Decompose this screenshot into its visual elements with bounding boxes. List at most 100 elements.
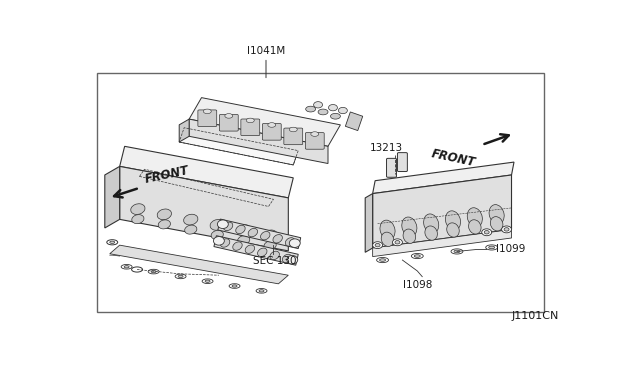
- Text: FRONT: FRONT: [430, 147, 477, 169]
- Ellipse shape: [259, 290, 264, 292]
- Ellipse shape: [328, 105, 337, 111]
- Circle shape: [225, 113, 233, 118]
- Circle shape: [246, 118, 254, 123]
- Polygon shape: [218, 219, 301, 248]
- FancyBboxPatch shape: [284, 128, 303, 145]
- Ellipse shape: [282, 254, 292, 263]
- Ellipse shape: [339, 108, 348, 114]
- Ellipse shape: [107, 240, 118, 245]
- Ellipse shape: [132, 215, 144, 224]
- Text: FRONT: FRONT: [143, 164, 190, 186]
- Ellipse shape: [131, 204, 145, 215]
- Ellipse shape: [502, 226, 511, 233]
- Circle shape: [268, 123, 276, 127]
- Ellipse shape: [151, 270, 156, 273]
- FancyBboxPatch shape: [198, 110, 217, 126]
- Ellipse shape: [237, 225, 251, 235]
- Bar: [97, 73, 544, 312]
- Polygon shape: [189, 119, 328, 164]
- FancyBboxPatch shape: [397, 153, 408, 171]
- Ellipse shape: [211, 230, 223, 240]
- Ellipse shape: [175, 274, 186, 279]
- Ellipse shape: [148, 269, 159, 274]
- Ellipse shape: [287, 256, 298, 264]
- Text: SEC 130: SEC 130: [253, 256, 297, 266]
- Polygon shape: [110, 245, 288, 284]
- Ellipse shape: [205, 280, 210, 282]
- Ellipse shape: [158, 220, 170, 229]
- Ellipse shape: [236, 225, 245, 234]
- Ellipse shape: [414, 255, 420, 257]
- Polygon shape: [120, 146, 293, 198]
- Circle shape: [289, 127, 297, 132]
- Polygon shape: [372, 175, 511, 248]
- FancyBboxPatch shape: [241, 119, 260, 136]
- FancyBboxPatch shape: [262, 124, 281, 140]
- Ellipse shape: [178, 275, 183, 278]
- Ellipse shape: [237, 235, 250, 245]
- Ellipse shape: [380, 259, 385, 262]
- Ellipse shape: [124, 266, 129, 268]
- Circle shape: [311, 132, 319, 136]
- Text: J1101CN: J1101CN: [511, 311, 559, 321]
- Text: I1041M: I1041M: [247, 45, 285, 55]
- FancyBboxPatch shape: [220, 115, 238, 131]
- Text: I1099: I1099: [495, 244, 525, 254]
- Ellipse shape: [381, 232, 394, 246]
- Ellipse shape: [157, 209, 172, 220]
- Ellipse shape: [380, 220, 395, 240]
- Ellipse shape: [121, 264, 132, 269]
- Ellipse shape: [504, 228, 509, 231]
- Ellipse shape: [256, 289, 267, 293]
- Ellipse shape: [425, 226, 437, 240]
- Ellipse shape: [447, 223, 460, 237]
- Polygon shape: [179, 128, 298, 165]
- Ellipse shape: [490, 217, 503, 231]
- Circle shape: [330, 113, 340, 119]
- Ellipse shape: [218, 220, 228, 228]
- Text: I1098: I1098: [403, 279, 432, 289]
- Ellipse shape: [110, 241, 115, 243]
- Ellipse shape: [248, 228, 257, 237]
- Ellipse shape: [245, 245, 255, 253]
- Ellipse shape: [213, 237, 225, 245]
- Ellipse shape: [202, 279, 213, 283]
- Polygon shape: [120, 166, 288, 251]
- Ellipse shape: [289, 239, 300, 247]
- FancyBboxPatch shape: [387, 158, 396, 177]
- Ellipse shape: [392, 239, 403, 246]
- Ellipse shape: [263, 230, 277, 241]
- Ellipse shape: [375, 243, 380, 247]
- Ellipse shape: [489, 246, 495, 249]
- Ellipse shape: [270, 251, 280, 260]
- Ellipse shape: [372, 242, 383, 248]
- Ellipse shape: [402, 217, 417, 237]
- Polygon shape: [365, 193, 372, 252]
- Ellipse shape: [468, 220, 481, 234]
- Ellipse shape: [486, 245, 498, 250]
- Ellipse shape: [233, 242, 242, 250]
- Ellipse shape: [314, 102, 323, 108]
- Text: 13213: 13213: [370, 143, 403, 153]
- Polygon shape: [346, 112, 363, 131]
- Ellipse shape: [184, 214, 198, 225]
- Ellipse shape: [482, 229, 492, 236]
- Ellipse shape: [210, 219, 225, 230]
- Ellipse shape: [273, 235, 282, 243]
- Ellipse shape: [223, 222, 233, 231]
- Ellipse shape: [229, 284, 240, 288]
- Polygon shape: [105, 166, 120, 228]
- Ellipse shape: [395, 241, 400, 244]
- Ellipse shape: [285, 238, 295, 246]
- Ellipse shape: [264, 241, 276, 250]
- Ellipse shape: [489, 205, 504, 224]
- Polygon shape: [372, 162, 514, 193]
- Ellipse shape: [467, 208, 483, 227]
- Ellipse shape: [451, 249, 463, 254]
- Polygon shape: [372, 230, 511, 257]
- Circle shape: [306, 106, 316, 112]
- Ellipse shape: [412, 253, 423, 259]
- Ellipse shape: [445, 211, 461, 230]
- Ellipse shape: [454, 250, 460, 253]
- Ellipse shape: [260, 231, 270, 240]
